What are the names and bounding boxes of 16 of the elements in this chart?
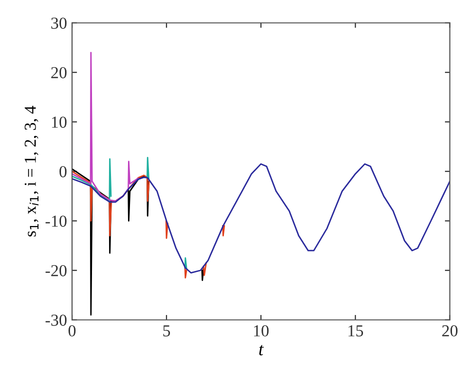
y-tick-label: 0 <box>59 166 67 178</box>
y-tick-label: -30 <box>46 314 67 326</box>
x-tick-label: 5 <box>163 325 170 336</box>
y-tick-label: 10 <box>52 116 67 128</box>
y-tick-label: 30 <box>51 18 67 29</box>
x-tick-label: 10 <box>254 325 269 336</box>
x-tick-label: 0 <box>68 325 76 336</box>
y-tick-label: 20 <box>51 67 67 78</box>
x-tick-label: 15 <box>348 325 364 336</box>
y-tick-label: -10 <box>46 216 67 227</box>
x-tick-label: 20 <box>442 325 458 336</box>
line-series <box>72 52 139 202</box>
y-tick-label: -20 <box>46 265 67 276</box>
line-series <box>72 163 450 274</box>
x-axis-title: t <box>259 344 264 356</box>
y-axis-title: s$_{1}$, x$_{i1}$, i = 1, 2, 3, 4 <box>24 106 38 236</box>
